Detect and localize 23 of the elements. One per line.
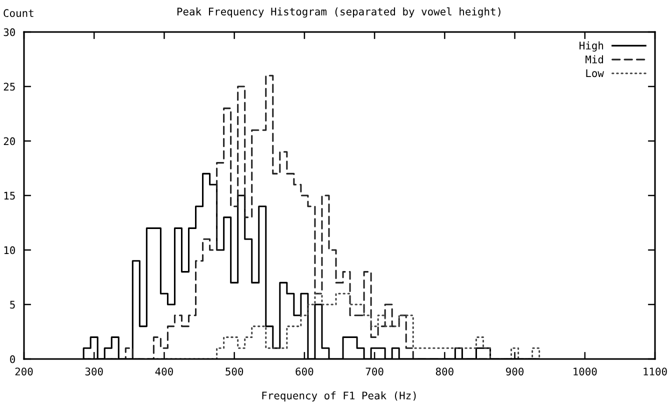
chart-title: Peak Frequency Histogram (separated by vowel height) <box>177 7 500 18</box>
x-tick-label: 400 <box>155 368 173 376</box>
x-tick-label: 1100 <box>644 368 667 376</box>
y-tick-label: 10 <box>4 246 15 254</box>
x-tick-label: 800 <box>436 368 454 376</box>
y-tick-label: 0 <box>10 355 15 364</box>
legend-label: Low <box>586 69 604 78</box>
y-tick-label: 15 <box>4 192 15 200</box>
y-tick-label: 30 <box>4 28 15 36</box>
x-tick-label: 900 <box>506 368 524 376</box>
x-axis-title: Frequency of F1 Peak (Hz) <box>262 391 416 402</box>
y-axis-title: Count <box>4 9 34 18</box>
y-tick-label: 25 <box>4 82 15 91</box>
legend-label: High <box>580 41 604 52</box>
legend-label: Mid <box>586 55 603 64</box>
x-tick-label: 1000 <box>574 368 597 376</box>
y-tick-label: 20 <box>4 137 15 146</box>
y-tick-label: 5 <box>10 300 15 309</box>
x-tick-label: 600 <box>296 368 314 376</box>
x-tick-label: 300 <box>85 368 103 376</box>
x-tick-label: 200 <box>15 368 33 376</box>
x-tick-label: 700 <box>366 368 384 376</box>
x-tick-label: 500 <box>226 368 244 376</box>
